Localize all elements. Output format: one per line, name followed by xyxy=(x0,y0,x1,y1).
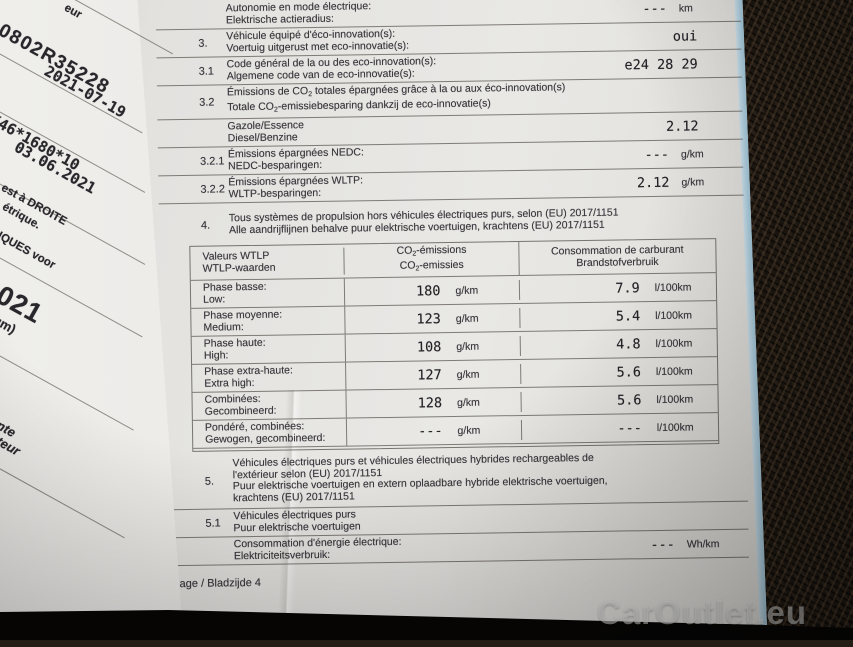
certificate-content: Autonomie en mode électrique: Elektrisch… xyxy=(156,0,750,590)
row-value: oui xyxy=(673,28,698,44)
row-label: Véhicule équipé d'éco-innovation(s): Voe… xyxy=(226,25,673,55)
phase-label: Combinées:Gecombineerd: xyxy=(192,391,347,420)
row-number: 3.2 xyxy=(157,96,227,109)
label-nl: Elektriciteitsverbruik: xyxy=(234,548,330,561)
phase-label: Phase basse:Low: xyxy=(191,279,346,308)
row-value: --- xyxy=(642,0,667,16)
row-label: Consommation d'énergie électrique: Elekt… xyxy=(234,533,651,562)
header-col-co2: CO2-émissions CO2-emissies xyxy=(345,242,520,278)
row-number: 3.1 xyxy=(157,65,227,78)
row-value: 2.12 xyxy=(637,174,670,190)
label-nl: NEDC-besparingen: xyxy=(228,158,322,171)
label-nl: Totale CO2-emissiebesparing dankzij de e… xyxy=(227,97,491,113)
row-value: 2.12 xyxy=(666,118,699,134)
row-unit: Wh/km xyxy=(675,538,721,551)
row-unit: g/km xyxy=(669,176,715,189)
row-label: Émissions épargnées WLTP: WLTP-besparing… xyxy=(228,171,637,200)
co2-cell: ---g/km xyxy=(347,419,522,442)
label-nl: Algemene code van de eco-innovatie(s): xyxy=(227,67,415,82)
row-label: Gazole/Essence Diesel/Benzine xyxy=(227,115,666,145)
row-unit: g/km xyxy=(669,148,715,161)
phase-label: Phase haute:High: xyxy=(192,335,347,364)
row-number: 3. xyxy=(156,37,226,50)
phase-label: Phase extra-haute:Extra high: xyxy=(192,363,347,392)
row-number xyxy=(158,133,228,134)
row-number: 3.2.1 xyxy=(158,155,228,168)
section-4-label: Tous systèmes de propulsion hors véhicul… xyxy=(229,206,716,236)
row-number: 4. xyxy=(159,219,229,232)
fuel-cell: ---l/100km xyxy=(522,417,719,440)
row-label: Autonomie en mode électrique: Elektrisch… xyxy=(226,0,643,26)
section-4-heading: 4. Tous systèmes de propulsion hors véhi… xyxy=(159,204,744,240)
row-number xyxy=(156,15,226,16)
label-nl: Puur elektrische voertuigen xyxy=(233,520,360,534)
label-nl: Elektrische actieradius: xyxy=(226,12,334,26)
row-unit: km xyxy=(667,2,713,15)
section-5-label: Véhicules électriques purs et véhicules … xyxy=(232,449,720,506)
section-5-1-label: Véhicules électriques purs Puur elektris… xyxy=(233,504,720,534)
row-number: 5. xyxy=(163,475,233,488)
phase-label: Pondéré, combinées:Gewogen, gecombineerd… xyxy=(193,419,348,448)
row-value: --- xyxy=(650,536,675,552)
phase-label: Phase moyenne:Medium: xyxy=(191,307,346,336)
row-label: Émissions de CO2 totales épargnées grâce… xyxy=(227,80,714,116)
row-label: Émissions épargnées NEDC: NEDC-besparing… xyxy=(228,143,645,172)
label-fr: Émissions de CO2 totales épargnées grâce… xyxy=(227,81,565,98)
section-5-heading: 5. Véhicules électriques purs et véhicul… xyxy=(162,447,748,511)
label-nl: Diesel/Benzine xyxy=(228,131,298,144)
row-value: --- xyxy=(644,146,669,162)
label-nl: Voertuig uitgerust met eco-innovatie(s): xyxy=(226,39,409,54)
watermark: CarOutlet.eu xyxy=(597,594,807,632)
label-nl: WLTP-besparingen: xyxy=(228,186,321,199)
row-label: Code général de la ou des eco-innovation… xyxy=(227,53,625,82)
row-number: 3.2.2 xyxy=(158,183,228,196)
row-value: e24 28 29 xyxy=(624,56,697,73)
